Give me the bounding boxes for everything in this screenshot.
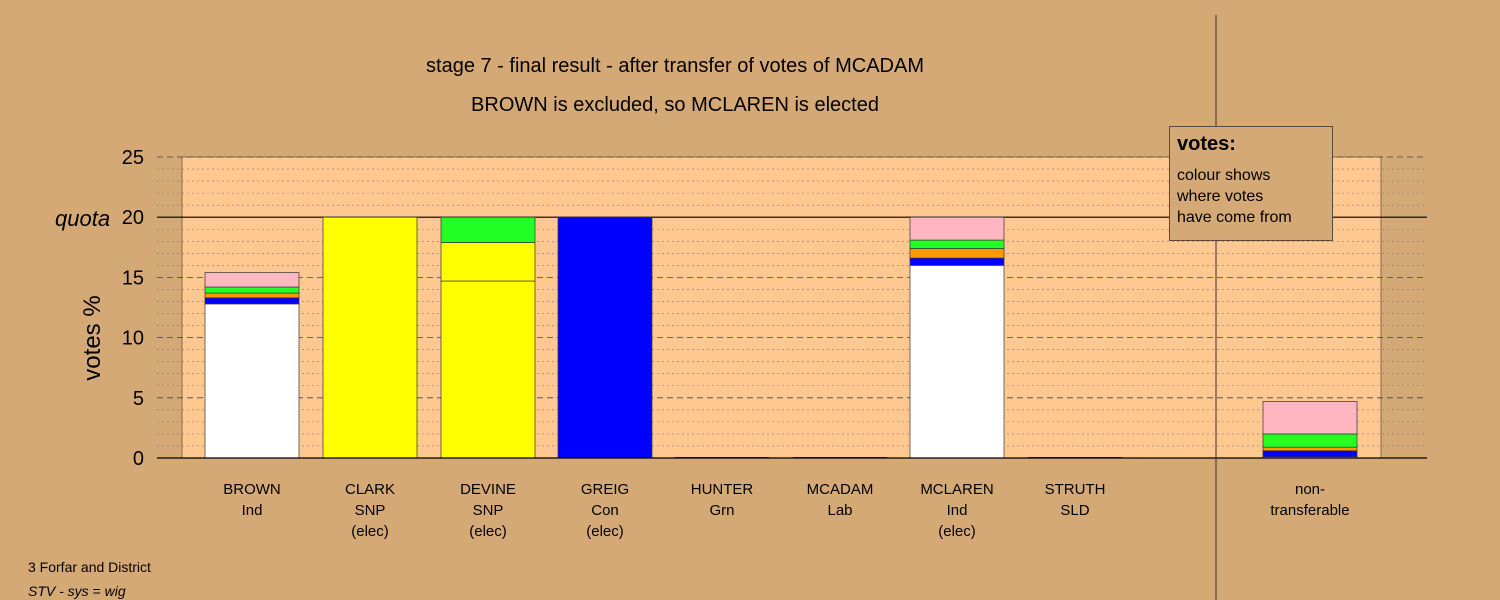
quota-label: quota xyxy=(55,206,110,231)
category-label-2-0: DEVINE xyxy=(460,481,516,498)
y-tick-label-15: 15 xyxy=(122,267,144,289)
category-label-2-2: (elec) xyxy=(469,523,507,540)
bar-segment-6-0 xyxy=(909,265,1005,459)
category-label-0-0: BROWN xyxy=(223,481,281,498)
bar-segment-2-0 xyxy=(440,280,536,459)
bar-segment-6-4 xyxy=(909,216,1005,241)
bar-segment-1-0 xyxy=(322,216,418,459)
category-label-7-1: SLD xyxy=(1060,502,1089,519)
legend-line-2: where votes xyxy=(1177,188,1264,205)
bar-segment-0-2 xyxy=(204,292,300,299)
category-label-4-0: HUNTER xyxy=(691,481,754,498)
bar-segment-6-2 xyxy=(909,248,1005,259)
legend-line-3: have come from xyxy=(1177,209,1292,226)
bar-segment-2-1 xyxy=(440,242,536,282)
category-label-6-0: MCLAREN xyxy=(920,481,993,498)
category-label-3-0: GREIG xyxy=(581,481,629,498)
y-tick-label-20: 20 xyxy=(122,207,144,229)
category-label-6-1: Ind xyxy=(947,502,968,519)
bar-segment-6-1 xyxy=(909,257,1005,266)
legend-line-1: colour shows xyxy=(1177,167,1271,184)
chart-title: stage 7 - final result - after transfer … xyxy=(426,55,924,77)
legend-box: votes: colour shows where votes have com… xyxy=(1169,126,1333,241)
category-label-2-1: SNP xyxy=(473,502,504,519)
category-label-8-0: non- xyxy=(1295,481,1325,498)
category-label-6-2: (elec) xyxy=(938,523,976,540)
category-label-1-0: CLARK xyxy=(345,481,395,498)
y-tick-label-0: 0 xyxy=(133,448,144,470)
category-label-5-0: MCADAM xyxy=(807,481,874,498)
category-label-8-1: transferable xyxy=(1270,502,1349,519)
bar-segment-0-1 xyxy=(204,297,300,305)
category-label-3-2: (elec) xyxy=(586,523,624,540)
bar-segment-0-3 xyxy=(204,286,300,294)
category-label-7-0: STRUTH xyxy=(1045,481,1106,498)
category-label-1-2: (elec) xyxy=(351,523,389,540)
bar-segment-0-4 xyxy=(204,272,300,288)
system-label: STV - sys = wig xyxy=(28,583,126,599)
constituency-label: 3 Forfar and District xyxy=(28,559,151,575)
category-label-1-1: SNP xyxy=(355,502,386,519)
y-axis-label: votes % xyxy=(79,295,106,380)
category-label-0-1: Ind xyxy=(242,502,263,519)
category-label-5-1: Lab xyxy=(827,502,852,519)
category-label-3-1: Con xyxy=(591,502,619,519)
y-tick-label-5: 5 xyxy=(133,388,144,410)
category-label-4-1: Grn xyxy=(709,502,734,519)
bar-segment-3-0 xyxy=(557,216,653,459)
bar-segment-8-2 xyxy=(1262,446,1358,452)
bar-segment-6-3 xyxy=(909,239,1005,249)
y-tick-label-10: 10 xyxy=(122,328,144,350)
chart-subtitle: BROWN is excluded, so MCLAREN is elected xyxy=(471,94,879,116)
bar-segment-2-2 xyxy=(440,216,536,243)
legend-title: votes: xyxy=(1177,133,1236,155)
bar-segment-8-4 xyxy=(1262,401,1358,435)
bar-segment-8-1 xyxy=(1262,450,1358,458)
bar-segment-8-3 xyxy=(1262,433,1358,448)
bar-segment-0-0 xyxy=(204,303,300,459)
y-tick-label-25: 25 xyxy=(122,147,144,169)
